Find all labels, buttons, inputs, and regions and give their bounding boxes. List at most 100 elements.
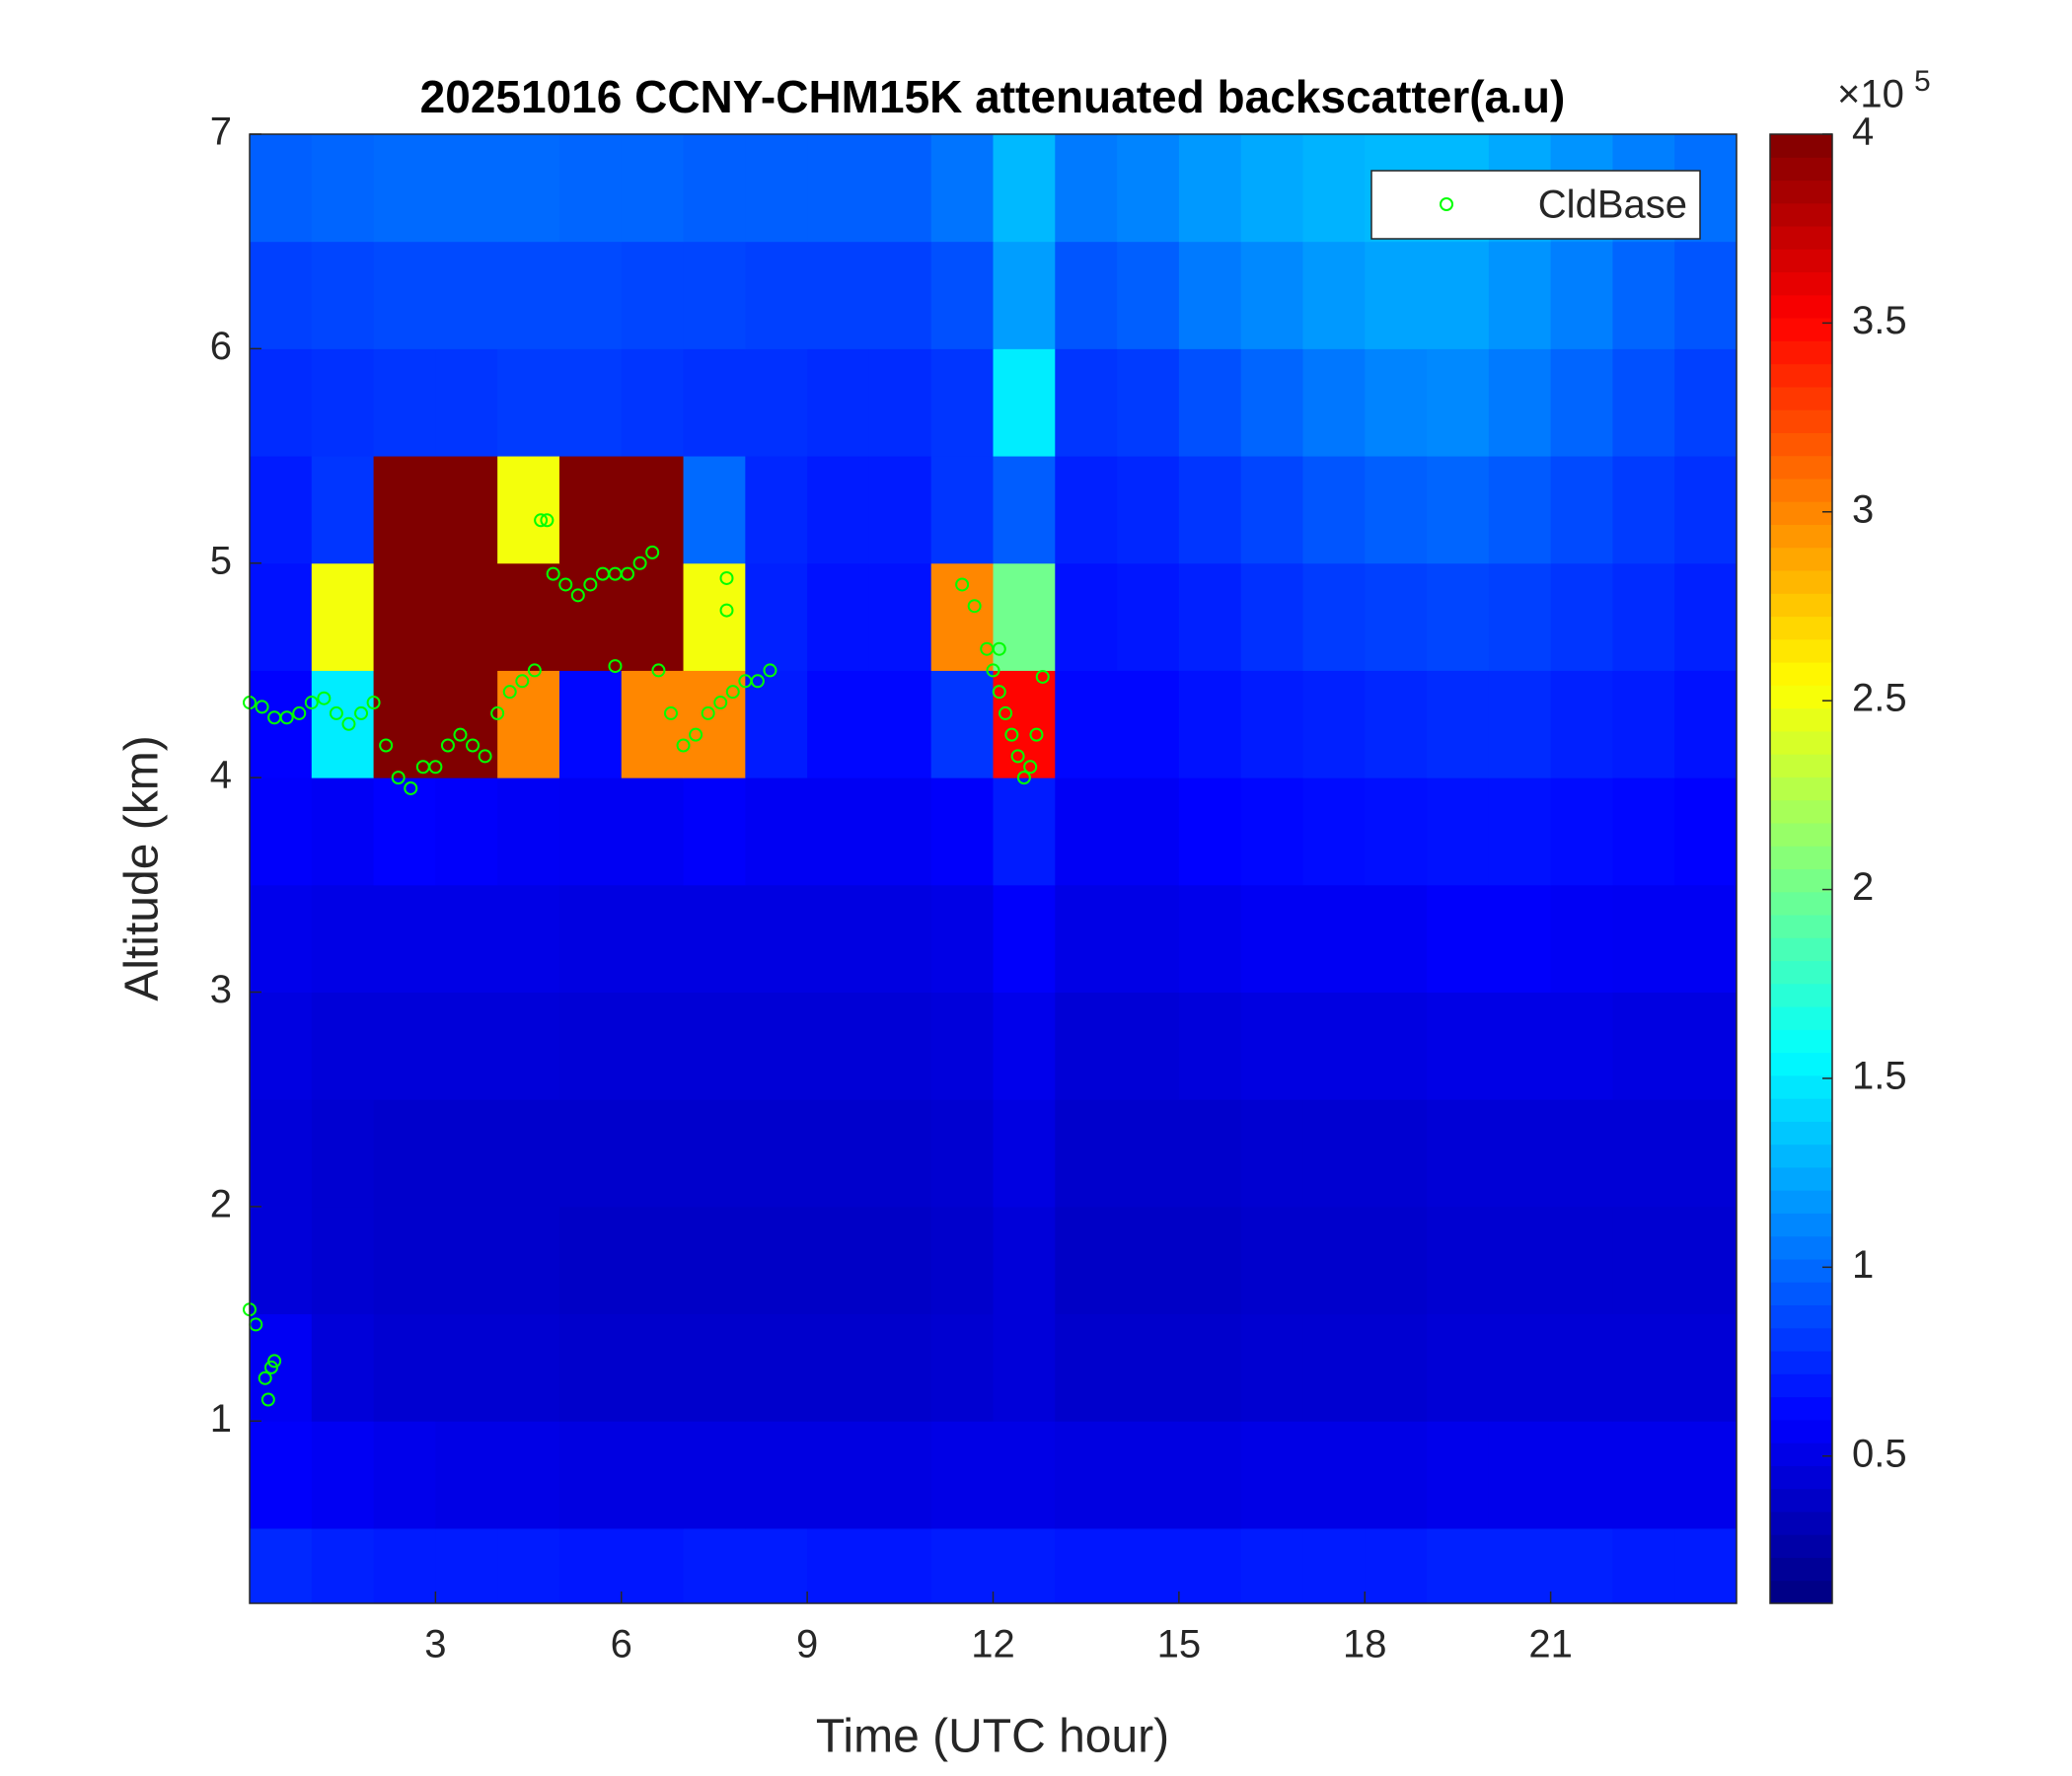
- colorbar-swatch: [1770, 685, 1832, 709]
- heatmap-cell: [1055, 884, 1118, 993]
- heatmap-cell: [1427, 1421, 1490, 1529]
- heatmap-cell: [497, 992, 560, 1100]
- heatmap-cell: [1365, 241, 1428, 349]
- colorbar-swatch: [1770, 1190, 1832, 1214]
- heatmap-cell: [1427, 456, 1490, 564]
- heatmap-cell: [373, 1527, 436, 1604]
- heatmap-cell: [993, 134, 1056, 243]
- heatmap-cell: [1612, 348, 1675, 457]
- colorbar-swatch: [1770, 868, 1832, 893]
- heatmap-cell: [1178, 992, 1242, 1100]
- cloud-base-point: [255, 700, 269, 714]
- heatmap-cell: [621, 1313, 685, 1422]
- heatmap-cell: [1117, 1421, 1180, 1529]
- colorbar-swatch: [1770, 1235, 1832, 1260]
- cloud-base-point: [546, 566, 560, 581]
- heatmap-cell: [250, 134, 313, 243]
- heatmap-cell: [311, 1099, 375, 1208]
- heatmap-cell: [683, 670, 746, 778]
- heatmap-cell: [1427, 348, 1490, 457]
- heatmap-cell: [1178, 1527, 1242, 1604]
- heatmap-cell: [745, 777, 808, 886]
- heatmap-cell: [373, 348, 436, 457]
- heatmap-cell: [1178, 348, 1242, 457]
- heatmap-cell: [868, 241, 932, 349]
- heatmap-cell: [1117, 562, 1180, 671]
- colorbar-swatch: [1770, 524, 1832, 549]
- heatmap-cell: [1674, 884, 1738, 993]
- heatmap-cell: [558, 777, 623, 886]
- heatmap-cell: [1365, 992, 1428, 1100]
- heatmap-cell: [1055, 134, 1118, 243]
- heatmap-cell: [993, 992, 1056, 1100]
- colorbar-swatch: [1770, 707, 1832, 732]
- heatmap-cell: [993, 1421, 1056, 1529]
- heatmap-cell: [435, 992, 498, 1100]
- cloud-base-point: [1029, 727, 1044, 742]
- colorbar-swatch: [1770, 271, 1832, 296]
- heatmap-cell: [745, 1206, 808, 1315]
- cloud-base-point: [763, 663, 777, 678]
- heatmap-cell: [1550, 348, 1613, 457]
- heatmap: [250, 134, 1738, 1604]
- colorbar-tick-label: 3.5: [1852, 299, 1907, 342]
- heatmap-cell: [1550, 1421, 1613, 1529]
- heatmap-cell: [497, 562, 560, 671]
- heatmap-cell: [868, 562, 932, 671]
- cloud-base-point: [1023, 760, 1038, 775]
- colorbar-tick-label: 1.5: [1852, 1055, 1907, 1098]
- heatmap-cell: [1612, 1527, 1675, 1604]
- heatmap-cell: [1427, 992, 1490, 1100]
- heatmap-cell: [993, 241, 1056, 349]
- heatmap-cell: [683, 241, 746, 349]
- heatmap-cell: [311, 884, 375, 993]
- y-tick-label: 1: [210, 1397, 232, 1441]
- heatmap-cell: [930, 241, 994, 349]
- heatmap-cell: [1427, 562, 1490, 671]
- heatmap-cell: [497, 1421, 560, 1529]
- heatmap-cell: [1550, 1099, 1613, 1208]
- colorbar-swatch: [1770, 249, 1832, 273]
- heatmap-cell: [1365, 1099, 1428, 1208]
- heatmap-cell: [558, 992, 623, 1100]
- colorbar-swatch: [1770, 1282, 1832, 1306]
- heatmap-cell: [311, 1206, 375, 1315]
- colorbar-swatch: [1770, 134, 1832, 158]
- heatmap-cell: [250, 992, 313, 1100]
- heatmap-cell: [1117, 1099, 1180, 1208]
- heatmap-cell: [497, 1313, 560, 1422]
- heatmap-cell: [930, 1421, 994, 1529]
- cloud-base-point: [527, 663, 542, 678]
- colorbar-swatch: [1770, 455, 1832, 480]
- legend-marker: [1440, 197, 1453, 211]
- colorbar-swatch: [1770, 478, 1832, 502]
- heatmap-cell: [868, 992, 932, 1100]
- heatmap-cell: [621, 992, 685, 1100]
- colorbar-swatch: [1770, 638, 1832, 663]
- heatmap-cell: [1427, 241, 1490, 349]
- heatmap-cell: [807, 992, 870, 1100]
- heatmap-cell: [1178, 884, 1242, 993]
- heatmap-cell: [1612, 1313, 1675, 1422]
- heatmap-cell: [373, 456, 436, 564]
- colorbar-swatch: [1770, 226, 1832, 250]
- heatmap-cell: [683, 992, 746, 1100]
- colorbar-tick-label: 0.5: [1852, 1432, 1907, 1475]
- heatmap-cell: [993, 456, 1056, 564]
- heatmap-cell: [868, 1313, 932, 1422]
- heatmap-cell: [1240, 1313, 1303, 1422]
- heatmap-cell: [993, 1313, 1056, 1422]
- heatmap-cell: [497, 456, 560, 564]
- heatmap-cell: [1674, 670, 1738, 778]
- heatmap-cell: [1240, 670, 1303, 778]
- heatmap-cell: [1674, 1099, 1738, 1208]
- colorbar-swatch: [1770, 432, 1832, 457]
- heatmap-cell: [250, 1527, 313, 1604]
- heatmap-cell: [683, 1421, 746, 1529]
- heatmap-cell: [1117, 456, 1180, 564]
- heatmap-cell: [558, 1313, 623, 1422]
- heatmap-cell: [930, 348, 994, 457]
- heatmap-cell: [1488, 1313, 1552, 1422]
- heatmap-cell: [1178, 562, 1242, 671]
- y-axis-label: Altitude (km): [116, 735, 169, 1000]
